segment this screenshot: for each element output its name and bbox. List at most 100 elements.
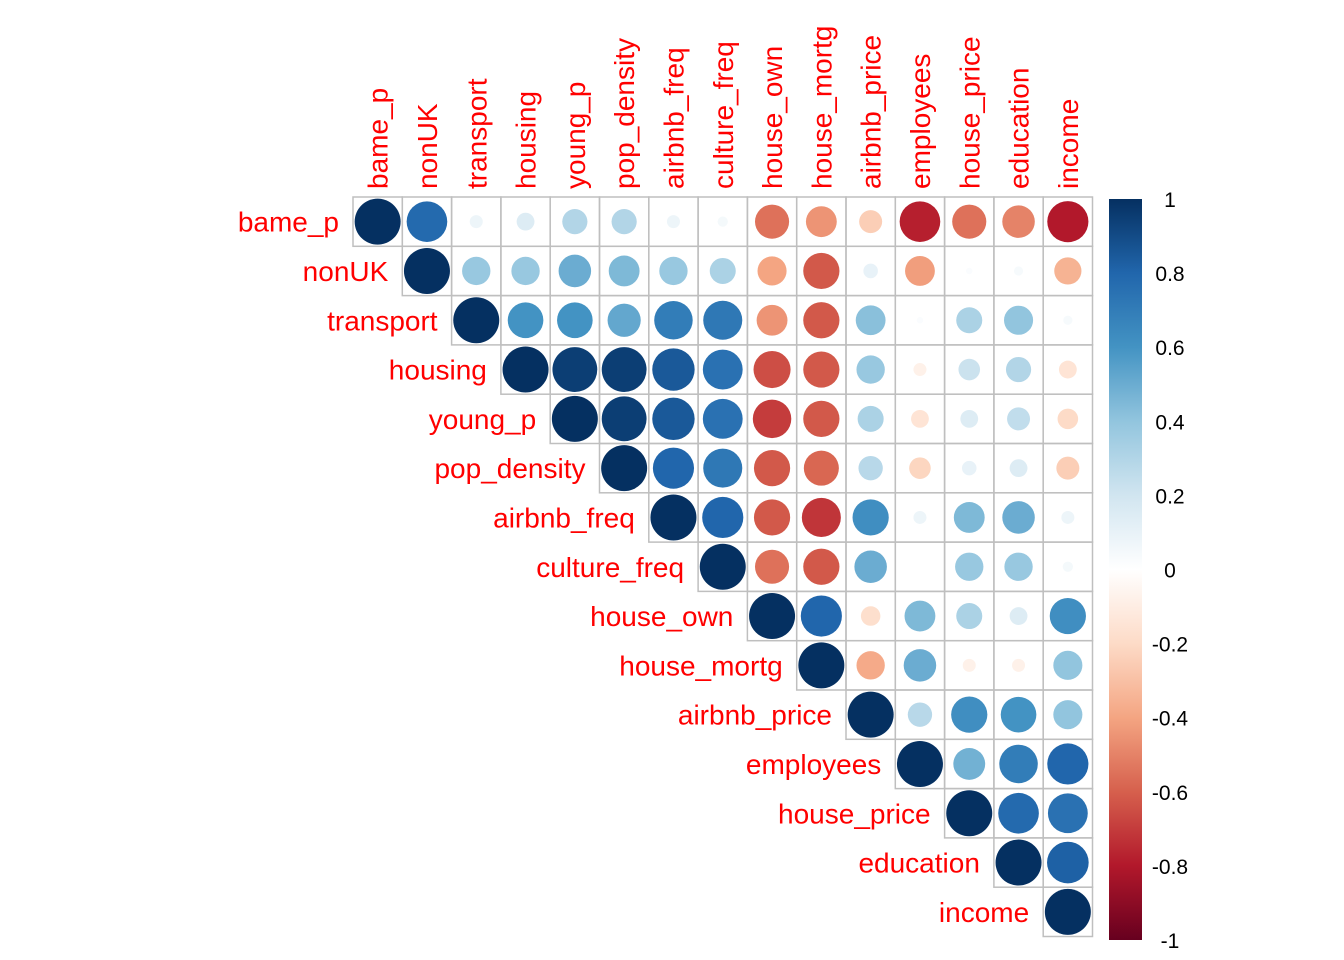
corr-circle-pop_density-house_mortg	[803, 450, 839, 486]
corr-circle-nonUK-culture_freq	[709, 257, 736, 284]
corr-circle-young_p-income	[1057, 408, 1079, 430]
grid-cell	[894, 541, 946, 593]
corr-circle-pop_density-pop_density	[601, 445, 648, 492]
corr-circle-housing-house_price	[958, 358, 981, 381]
corr-circle-transport-house_mortg	[803, 302, 840, 339]
corr-circle-house_own-house_mortg	[800, 595, 842, 637]
colorbar-tick-label: 1	[1164, 189, 1176, 212]
col-label-income: income	[1053, 99, 1084, 189]
corr-circle-nonUK-education	[1013, 266, 1024, 276]
corr-circle-culture_freq-airbnb_price	[854, 550, 887, 584]
corr-circle-nonUK-house_own	[757, 256, 787, 286]
corr-circle-house_price-income	[1047, 793, 1088, 834]
corr-circle-housing-young_p	[552, 347, 598, 392]
corr-circle-nonUK-income	[1054, 257, 1082, 285]
corr-circle-house_mortg-income	[1053, 650, 1083, 680]
corr-circle-employees-education	[999, 744, 1038, 784]
row-label-housing: housing	[389, 355, 487, 386]
colorbar-tick-label: 0.6	[1155, 337, 1184, 360]
corr-circle-housing-house_own	[753, 351, 791, 389]
corr-circle-culture_freq-house_price	[955, 552, 984, 581]
corr-circle-housing-education	[1005, 356, 1032, 383]
corr-circle-nonUK-young_p	[558, 254, 592, 288]
corr-circle-bame_p-income	[1047, 201, 1089, 243]
corr-circle-housing-income	[1058, 360, 1077, 379]
corr-circle-young_p-employees	[911, 409, 929, 428]
col-label-airbnb_price: airbnb_price	[856, 35, 887, 189]
corr-circle-airbnb_freq-house_own	[753, 499, 791, 536]
corr-circle-airbnb_freq-airbnb_price	[852, 499, 889, 536]
corr-circle-housing-employees	[913, 363, 927, 377]
row-label-house_mortg: house_mortg	[619, 650, 782, 681]
corr-circle-house_own-education	[1009, 607, 1028, 625]
corr-circle-transport-transport	[453, 297, 500, 344]
corr-circle-airbnb_freq-income	[1061, 510, 1075, 524]
color-legend: 1 0.8 0.6 0.4 0.2 0 -0.2 -0.4 -0.6 -0.8 -1	[1109, 189, 1188, 953]
colorbar-tick-label: -0.6	[1152, 782, 1188, 805]
corr-circle-bame_p-employees	[899, 201, 941, 242]
corr-circle-bame_p-culture_freq	[717, 216, 728, 227]
row-label-education: education	[858, 848, 979, 879]
col-label-airbnb_freq: airbnb_freq	[658, 47, 689, 189]
colorbar-tick-label: -0.4	[1152, 708, 1189, 731]
corr-circle-transport-young_p	[557, 302, 593, 339]
corr-circle-transport-airbnb_freq	[654, 301, 693, 340]
row-label-culture_freq: culture_freq	[536, 552, 684, 583]
corr-circle-housing-airbnb_freq	[652, 348, 695, 391]
corr-circle-nonUK-housing	[511, 256, 540, 286]
corr-circle-house_price-house_price	[946, 790, 993, 837]
corr-circle-culture_freq-education	[1004, 552, 1033, 581]
corr-circle-income-income	[1044, 888, 1091, 935]
corr-circle-airbnb_price-income	[1053, 700, 1083, 730]
column-labels: bame_p nonUK transport housing young_p pop_de…	[363, 26, 1084, 189]
row-label-airbnb_freq: airbnb_freq	[493, 502, 635, 533]
col-label-culture_freq: culture_freq	[708, 41, 739, 189]
corr-circle-housing-house_mortg	[803, 351, 840, 388]
corr-circle-culture_freq-house_own	[754, 549, 790, 584]
corr-circle-airbnb_freq-house_price	[953, 502, 985, 533]
corr-circle-transport-housing	[507, 302, 544, 339]
corr-circle-airbnb_price-airbnb_price	[847, 691, 894, 738]
corr-circle-young_p-young_p	[551, 395, 598, 442]
corr-circle-pop_density-house_own	[753, 450, 791, 487]
colorbar-tick-label: -0.8	[1152, 856, 1188, 879]
corr-circle-airbnb_freq-employees	[913, 510, 927, 524]
corr-circle-airbnb_freq-culture_freq	[702, 496, 744, 539]
corr-circle-education-income	[1047, 841, 1089, 884]
colorbar-tick-label: -0.2	[1152, 634, 1188, 657]
colorbar-tick-label: -1	[1161, 930, 1180, 953]
corr-circle-housing-pop_density	[601, 347, 647, 392]
row-label-young_p: young_p	[429, 404, 536, 435]
col-label-nonUK: nonUK	[412, 103, 443, 189]
corr-circle-nonUK-house_mortg	[803, 252, 840, 290]
corr-circle-bame_p-house_mortg	[805, 206, 837, 238]
corr-circle-transport-airbnb_price	[855, 305, 886, 336]
row-label-house_own: house_own	[590, 601, 733, 632]
col-label-employees: employees	[905, 54, 936, 189]
corr-circle-airbnb_freq-house_mortg	[801, 497, 841, 537]
col-label-house_price: house_price	[954, 36, 985, 189]
corr-circle-housing-housing	[502, 346, 549, 393]
corr-circle-housing-culture_freq	[702, 349, 743, 390]
corr-circle-employees-employees	[896, 740, 943, 787]
corr-circle-transport-income	[1063, 315, 1073, 325]
corr-circle-culture_freq-culture_freq	[699, 543, 746, 590]
corr-circle-young_p-airbnb_freq	[652, 397, 695, 441]
row-label-bame_p: bame_p	[238, 207, 339, 238]
corr-circle-bame_p-housing	[516, 212, 535, 231]
corr-circle-pop_density-airbnb_price	[858, 455, 883, 481]
corr-circle-nonUK-nonUK	[403, 247, 450, 294]
corr-circle-transport-education	[1004, 305, 1034, 335]
row-label-pop_density: pop_density	[434, 453, 585, 484]
row-label-house_price: house_price	[778, 798, 931, 829]
corr-circle-airbnb_price-education	[1000, 696, 1037, 733]
corr-circle-culture_freq-income	[1062, 561, 1073, 572]
corr-circle-house_own-airbnb_price	[860, 606, 881, 626]
corr-circle-bame_p-pop_density	[611, 209, 637, 235]
corr-circle-bame_p-house_price	[952, 204, 987, 239]
corr-circle-young_p-pop_density	[601, 396, 647, 442]
corr-circle-house_own-employees	[904, 600, 936, 632]
corr-circle-young_p-education	[1007, 407, 1031, 431]
corr-circle-culture_freq-house_mortg	[803, 548, 840, 585]
